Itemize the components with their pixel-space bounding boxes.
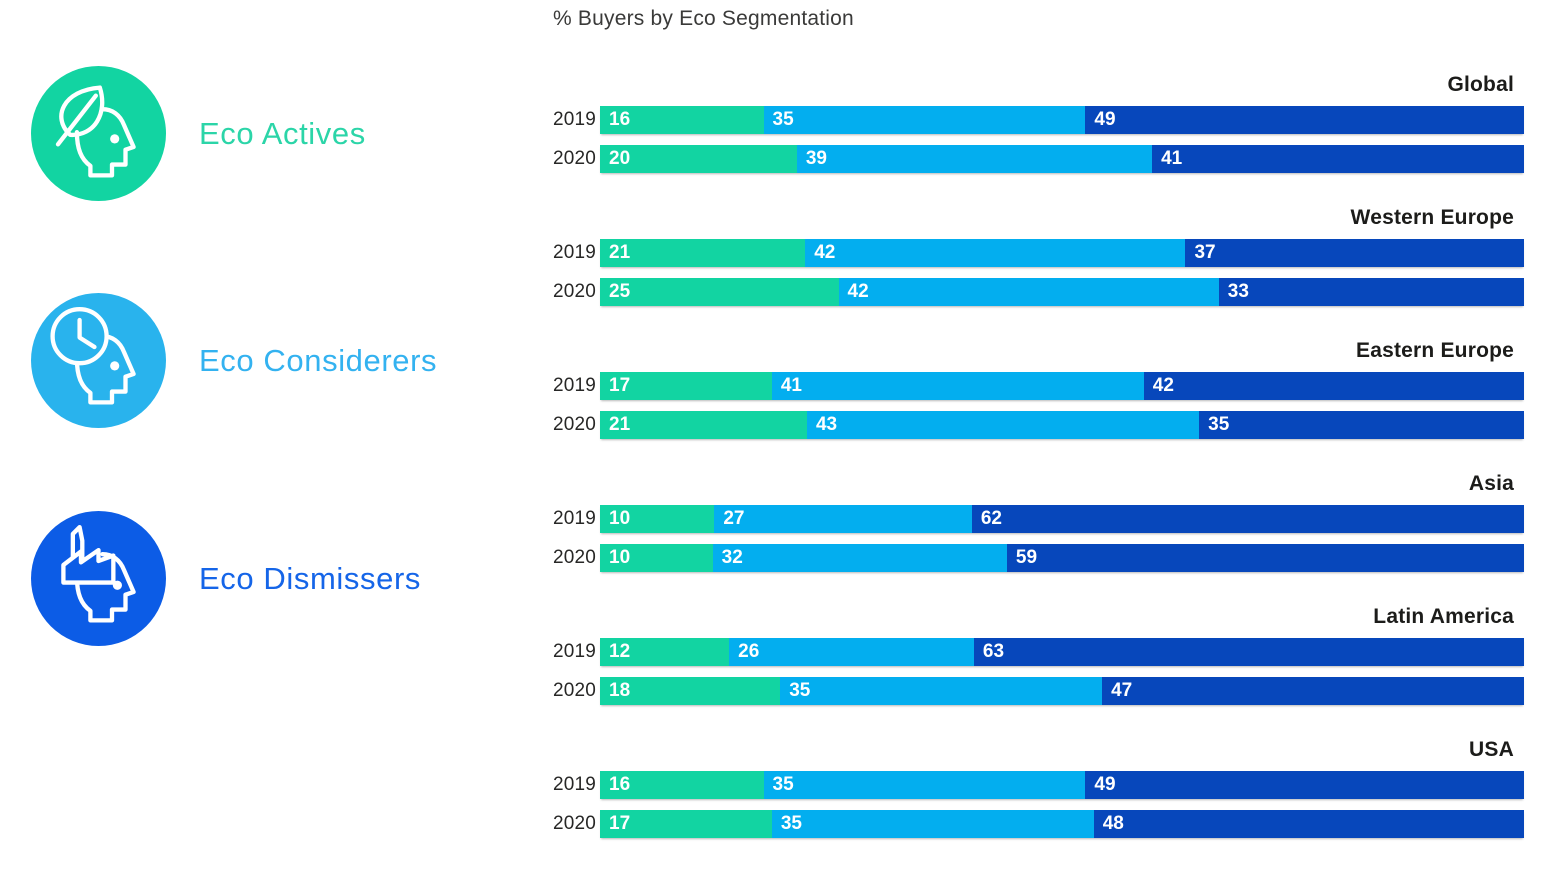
stacked-bar: 20 39 41 (600, 145, 1524, 173)
bar-segment-eco-considerers: 27 (714, 505, 972, 533)
region-label: Global (1447, 73, 1514, 96)
year-label: 2019 (553, 242, 597, 263)
stacked-bar: 21 42 37 (600, 239, 1524, 267)
bar-row-2019: 2019 12 26 63 (553, 638, 1524, 666)
bar-segment-eco-considerers: 43 (806, 411, 1200, 439)
bar-segment-eco-dismissers: 37 (1185, 239, 1524, 267)
bar-segment-eco-dismissers: 49 (1085, 106, 1524, 134)
bar-segment-eco-dismissers: 62 (971, 505, 1524, 533)
stacked-bar: 25 42 33 (600, 278, 1524, 306)
region-label: Latin America (1373, 605, 1514, 628)
year-label: 2019 (553, 375, 597, 396)
bar-segment-eco-dismissers: 49 (1085, 771, 1524, 799)
leaf-head-icon (31, 66, 166, 201)
legend-label-eco-dismissers: Eco Dismissers (199, 560, 421, 596)
bar-segment-eco-dismissers: 47 (1102, 677, 1524, 705)
bar-row-2019: 2019 10 27 62 (553, 505, 1524, 533)
bar-row-2020: 2020 10 32 59 (553, 544, 1524, 572)
bar-segment-eco-considerers: 35 (780, 677, 1103, 705)
stacked-bar: 12 26 63 (600, 638, 1524, 666)
bar-segment-eco-actives: 17 (600, 372, 772, 400)
bar-segment-eco-actives: 18 (600, 677, 781, 705)
stacked-bar: 16 35 49 (600, 106, 1524, 134)
bar-row-2020: 2020 21 43 35 (553, 411, 1524, 439)
bar-segment-eco-actives: 10 (600, 544, 713, 572)
bar-segment-eco-actives: 16 (600, 106, 764, 134)
bar-row-2019: 2019 16 35 49 (553, 771, 1524, 799)
bar-row-2020: 2020 18 35 47 (553, 677, 1524, 705)
bar-segment-eco-dismissers: 35 (1199, 411, 1524, 439)
year-label: 2020 (553, 414, 597, 435)
region-group-global: Global 2019 16 35 49 2020 20 39 41 (553, 72, 1524, 173)
legend-label-eco-considerers: Eco Considerers (199, 342, 438, 378)
bar-segment-eco-considerers: 35 (771, 810, 1094, 838)
bar-segment-eco-dismissers: 59 (1006, 544, 1524, 572)
stacked-bar-chart: % Buyers by Eco Segmentation Global 2019 1… (553, 6, 1524, 870)
stacked-bar: 10 27 62 (600, 505, 1524, 533)
bar-row-2019: 2019 17 41 42 (553, 372, 1524, 400)
bar-segment-eco-actives: 25 (600, 278, 839, 306)
bar-segment-eco-considerers: 42 (805, 239, 1186, 267)
stacked-bar: 17 35 48 (600, 810, 1524, 838)
region-group-asia: Asia 2019 10 27 62 2020 10 32 59 (553, 471, 1524, 572)
bar-row-2020: 2020 17 35 48 (553, 810, 1524, 838)
year-label: 2020 (553, 148, 597, 169)
bar-segment-eco-considerers: 35 (763, 106, 1086, 134)
legend-item-eco-dismissers: Eco Dismissers (31, 511, 421, 646)
bar-segment-eco-considerers: 26 (729, 638, 974, 666)
stacked-bar: 16 35 49 (600, 771, 1524, 799)
region-group-western-europe: Western Europe 2019 21 42 37 2020 25 42 33 (553, 205, 1524, 306)
bar-segment-eco-dismissers: 42 (1143, 372, 1524, 400)
year-label: 2019 (553, 508, 597, 529)
chart-title: % Buyers by Eco Segmentation (553, 7, 854, 30)
year-label: 2020 (553, 813, 597, 834)
region-label: Asia (1468, 472, 1514, 495)
stacked-bar: 10 32 59 (600, 544, 1524, 572)
bar-segment-eco-considerers: 39 (796, 145, 1153, 173)
year-label: 2020 (553, 547, 597, 568)
bar-segment-eco-actives: 17 (600, 810, 772, 838)
region-group-eastern-europe: Eastern Europe 2019 17 41 42 2020 21 43 35 (553, 338, 1524, 439)
bar-segment-eco-actives: 12 (600, 638, 730, 666)
region-label: USA (1469, 738, 1514, 761)
legend-label-eco-actives: Eco Actives (199, 115, 366, 151)
clock-head-icon (31, 293, 166, 428)
year-label: 2019 (553, 774, 597, 795)
bar-segment-eco-dismissers: 63 (973, 638, 1524, 666)
bar-row-2020: 2020 20 39 41 (553, 145, 1524, 173)
year-label: 2020 (553, 281, 597, 302)
region-label: Western Europe (1350, 206, 1514, 229)
bar-segment-eco-actives: 21 (600, 239, 806, 267)
bar-segment-eco-actives: 16 (600, 771, 764, 799)
factory-head-icon (31, 511, 166, 646)
bar-segment-eco-actives: 20 (600, 145, 797, 173)
bar-row-2020: 2020 25 42 33 (553, 278, 1524, 306)
bar-row-2019: 2019 21 42 37 (553, 239, 1524, 267)
bar-segment-eco-dismissers: 33 (1218, 278, 1524, 306)
bar-segment-eco-considerers: 41 (771, 372, 1144, 400)
bar-segment-eco-dismissers: 48 (1093, 810, 1524, 838)
region-group-latin-america: Latin America 2019 12 26 63 2020 18 35 47 (553, 604, 1524, 705)
stacked-bar: 17 41 42 (600, 372, 1524, 400)
stacked-bar: 21 43 35 (600, 411, 1524, 439)
legend-item-eco-considerers: Eco Considerers (31, 293, 437, 428)
bar-segment-eco-dismissers: 41 (1152, 145, 1524, 173)
bar-row-2019: 2019 16 35 49 (553, 106, 1524, 134)
legend-item-eco-actives: Eco Actives (31, 66, 366, 201)
chart-groups: Global 2019 16 35 49 2020 20 39 41 Western Europe… (553, 72, 1524, 838)
region-label: Eastern Europe (1355, 339, 1514, 362)
bar-segment-eco-considerers: 32 (712, 544, 1007, 572)
year-label: 2019 (553, 109, 597, 130)
year-label: 2019 (553, 641, 597, 662)
bar-segment-eco-actives: 10 (600, 505, 715, 533)
bar-segment-eco-actives: 21 (600, 411, 807, 439)
region-group-usa: USA 2019 16 35 49 2020 17 35 48 (553, 737, 1524, 838)
year-label: 2020 (553, 680, 597, 701)
stacked-bar: 18 35 47 (600, 677, 1524, 705)
bar-segment-eco-considerers: 42 (838, 278, 1219, 306)
bar-segment-eco-considerers: 35 (763, 771, 1086, 799)
